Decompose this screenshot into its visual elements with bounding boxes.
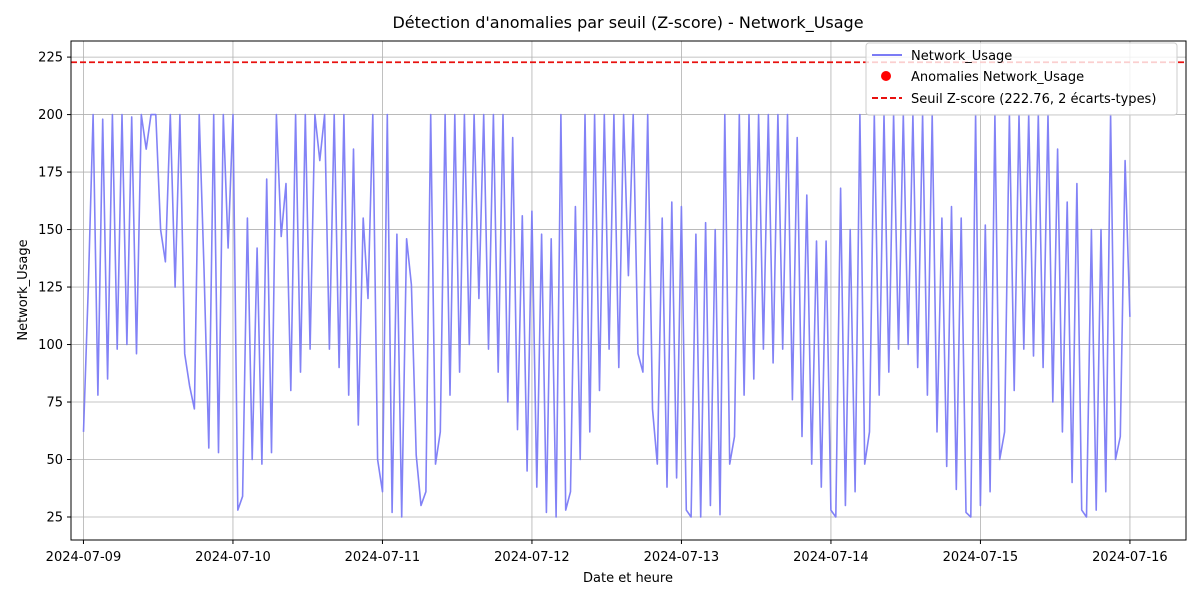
- x-tick-label: 2024-07-15: [943, 550, 1019, 565]
- y-tick-label: 200: [38, 108, 63, 123]
- y-tick-label: 150: [38, 223, 63, 238]
- chart-title: Détection d'anomalies par seuil (Z-score…: [392, 13, 863, 33]
- axis-ticks: 25 50 75 100 125 150 175 200 225 2024-07-09 2024-0…: [38, 51, 1168, 565]
- y-tick-label: 50: [46, 453, 63, 468]
- y-tick-label: 75: [46, 396, 63, 411]
- y-tick-label: 25: [46, 511, 63, 526]
- x-tick-label: 2024-07-16: [1092, 550, 1168, 565]
- plot-frame: [70, 40, 1187, 541]
- legend-series-label: Network_Usage: [911, 49, 1012, 64]
- x-tick-label: 2024-07-09: [46, 550, 122, 565]
- x-tick-label: 2024-07-12: [494, 550, 570, 565]
- legend-box: [865, 42, 1178, 116]
- y-tick-label: 100: [38, 338, 63, 353]
- y-tick-label: 225: [38, 51, 63, 66]
- y-tick-label: 125: [38, 281, 63, 296]
- legend: Network_Usage Anomalies Network_Usage Se…: [865, 42, 1178, 116]
- y-tick-label: 175: [38, 166, 63, 181]
- x-tick-label: 2024-07-11: [345, 550, 421, 565]
- legend-anomalies-marker-swatch: [881, 71, 891, 81]
- x-tick-label: 2024-07-13: [644, 550, 720, 565]
- x-axis-label: Date et heure: [583, 571, 673, 586]
- legend-threshold-label: Seuil Z-score (222.76, 2 écarts-types): [911, 92, 1156, 107]
- legend-anomalies-label: Anomalies Network_Usage: [911, 70, 1084, 85]
- y-axis-label: Network_Usage: [16, 239, 31, 340]
- x-tick-label: 2024-07-10: [195, 550, 271, 565]
- x-tick-label: 2024-07-14: [793, 550, 869, 565]
- network-usage-series-line: [82, 113, 1131, 518]
- plot-area: [71, 61, 1186, 518]
